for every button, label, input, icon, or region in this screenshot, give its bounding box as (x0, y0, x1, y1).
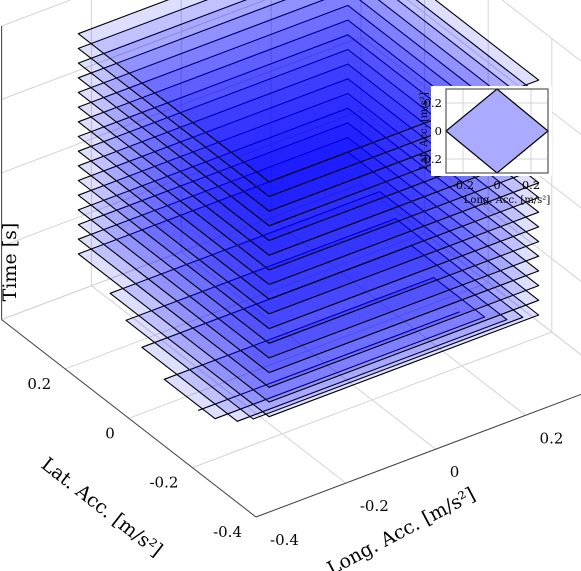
time-section (77, 34, 540, 286)
right-wall-gridline-z (360, 110, 581, 282)
y-tick-label: 0 (105, 424, 115, 442)
x-tick-label: 0 (450, 463, 460, 481)
time-section (77, 19, 540, 271)
inset-x-tick-label: 0 (493, 178, 500, 192)
right-wall-gridline-z (501, 0, 581, 62)
y-tick-label: -0.4 (213, 523, 242, 541)
x-tick-label: -0.4 (270, 531, 299, 549)
time-section (77, 63, 540, 315)
y-axis-label: Lat. Acc. [m/s²] (37, 453, 167, 561)
floor-gridline-y (192, 331, 552, 469)
right-wall-gridline-z (406, 0, 581, 136)
right-wall-gridline-z (360, 183, 581, 356)
inset-y-label: Lat. Acc. [m/s²] (419, 92, 430, 170)
back-wall-gridline-z (1, 36, 362, 174)
back-wall-gridline-z (1, 183, 362, 321)
time-section (77, 122, 540, 374)
time-section (125, 218, 524, 420)
inset-x-tick-label: -0.2 (452, 178, 474, 192)
inset-y-tick-label: -0.2 (420, 152, 442, 166)
back-wall-gridline-z (1, 0, 267, 100)
y-axis-line (1, 319, 257, 518)
inset-x-tick-label: 0.2 (522, 178, 540, 192)
time-section (77, 4, 540, 256)
floor-gridline-y (128, 282, 489, 419)
time-section (198, 311, 460, 411)
inset-tick-labels: -0.2 0 0.2 -0.2 0 0.2 (420, 96, 540, 192)
floor-gridline-y (65, 232, 425, 370)
time-section (77, 78, 540, 330)
x-axis-line (255, 393, 581, 518)
time-section (109, 191, 540, 418)
tick-labels: 02468-0.4-0.200.20.4-0.4-0.200.20.4 (27, 375, 564, 549)
time-section (77, 48, 540, 300)
time-section (77, 107, 540, 359)
inset-x-label: Long. Acc. [m/s²] (464, 195, 551, 206)
inset-frame (445, 88, 549, 174)
time-section (77, 92, 540, 344)
time-section (77, 136, 540, 388)
section-stack (77, 0, 540, 422)
inset-y-tick-label: 0.2 (424, 96, 442, 110)
x-tick-label: -0.2 (360, 497, 389, 515)
back-wall-gridline-z (1, 0, 72, 27)
x-tick-label: 0.2 (540, 429, 564, 447)
x-axis-label: Long. Acc. [m/s²] (324, 483, 479, 571)
y-tick-label: -0.2 (149, 474, 178, 492)
inset-y-tick-label: 0 (435, 124, 442, 138)
y-tick-label: 0.2 (27, 375, 51, 393)
z-axis-label: Time [s] (0, 223, 21, 302)
back-wall-gridline-z (1, 110, 362, 247)
inset-chart: -0.2 0 0.2 -0.2 0 0.2 Long. Acc. [m/s²] Lat. … (419, 86, 552, 206)
